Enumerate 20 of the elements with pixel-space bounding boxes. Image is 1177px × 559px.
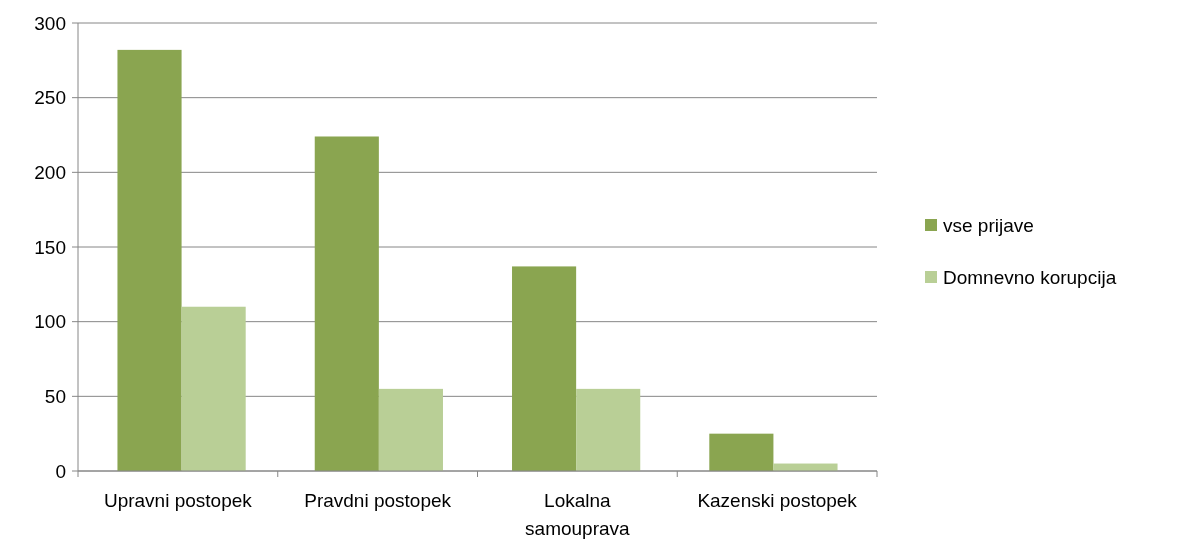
y-tick-label: 300 [34,12,66,34]
x-tick-label: Lokalna samouprava [525,490,631,539]
bar [378,388,443,471]
bar [117,49,182,471]
y-tick-label: 100 [34,311,66,333]
x-tick-label: Upravni postopek [103,490,253,511]
bar [576,388,641,471]
y-tick-label: 50 [44,385,66,407]
y-tick-label: 250 [34,87,66,109]
bar [709,433,774,471]
bar [181,306,246,471]
bar [314,136,379,471]
x-tick-label: Pravdni postopek [304,490,452,511]
y-tick-label: 150 [34,236,66,258]
bar [512,266,577,471]
y-tick-label: 0 [55,460,66,482]
legend-label: Domnevno korupcija [943,266,1117,288]
x-tick-label: Kazenski postopek [697,490,858,511]
legend-label: vse prijave [943,214,1034,236]
y-tick-label: 200 [34,161,66,183]
